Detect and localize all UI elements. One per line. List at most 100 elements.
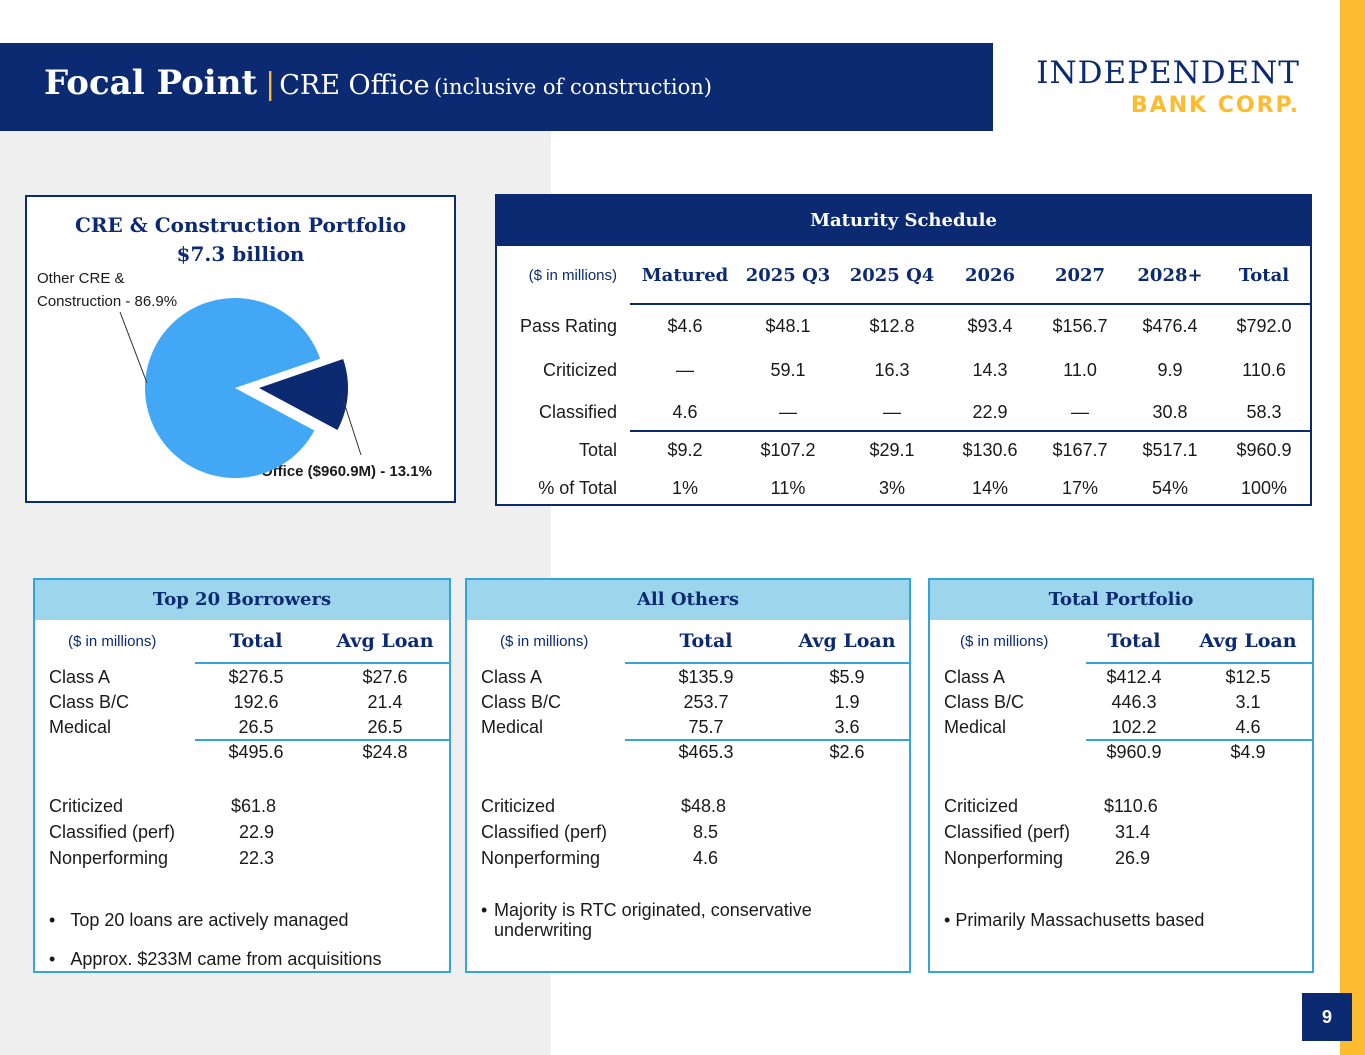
card-row-avg: 21.4 (367, 692, 403, 712)
card-col-avg: Avg Loan (798, 630, 896, 652)
maturity-col-header: 2025 Q4 (849, 265, 935, 286)
card-row-label: Class B/C (481, 692, 562, 712)
maturity-cell: 11.0 (1063, 360, 1097, 380)
maturity-row: Pass Rating $4.6 $48.1 $12.8 $93.4 $156.… (497, 308, 1310, 344)
card-row-total: $135.9 (678, 667, 734, 687)
maturity-header-divider (630, 303, 1312, 305)
card-row-avg: 26.5 (367, 717, 403, 737)
maturity-cell: 100% (1240, 478, 1288, 498)
card-risk-label: Nonperforming (49, 848, 169, 868)
maturity-cell: 59.1 (770, 360, 806, 380)
card-col-total: Total (1107, 630, 1161, 652)
card-row-avg: 1.9 (834, 692, 860, 712)
maturity-row-label: Total (578, 440, 617, 460)
maturity-cell: 4.6 (672, 402, 698, 422)
pie-leader-other (119, 311, 148, 384)
card-risk-label: Criticized (944, 796, 1019, 816)
card-header-divider (625, 662, 911, 664)
pie-chart (119, 298, 362, 479)
maturity-header-row: ($ in millions) Matured 2025 Q3 2025 Q4 … (497, 258, 1310, 294)
card-row-avg: $27.6 (362, 667, 408, 687)
card-sum-avg: $2.6 (829, 742, 865, 762)
bullet-dot: • (481, 900, 488, 920)
title-bold: Focal Point (44, 63, 258, 103)
maturity-col-header: 2028+ (1137, 265, 1203, 286)
card-row-total: 192.6 (233, 692, 279, 712)
maturity-schedule-table: Maturity Schedule ($ in millions) Mature… (495, 194, 1312, 506)
page-number: 9 (1302, 993, 1352, 1041)
card-col-avg: Avg Loan (336, 630, 434, 652)
card-title: All Others (467, 580, 909, 620)
maturity-cell: $167.7 (1052, 440, 1108, 460)
maturity-cell: $156.7 (1052, 316, 1108, 336)
maturity-cell: — (676, 360, 694, 380)
maturity-cell: $476.4 (1142, 316, 1198, 336)
card-row-avg: 3.6 (834, 717, 860, 737)
card-row-total: 446.3 (1111, 692, 1157, 712)
maturity-row-label: Criticized (542, 360, 617, 380)
card-risk-value: 4.6 (693, 848, 719, 868)
pie-label-office: Office ($960.9M) - 13.1% (261, 463, 432, 480)
card-risk-value: $61.8 (231, 796, 277, 816)
card-risk-value: $48.8 (681, 796, 727, 816)
maturity-cell: 11% (770, 478, 806, 498)
card-sum-total: $960.9 (1106, 742, 1162, 762)
maturity-row-label: % of Total (538, 478, 617, 498)
card-col-total: Total (229, 630, 283, 652)
card-sum-divider (625, 739, 911, 741)
card-row-label: Class A (481, 667, 543, 687)
card-bullet-text: Top 20 loans are actively managed (70, 910, 349, 930)
card-row-avg: 4.6 (1235, 717, 1261, 737)
card-title: Total Portfolio (930, 580, 1312, 620)
pie-title-line2: $7.3 billion (176, 242, 305, 266)
card-risk-value: 26.9 (1115, 848, 1151, 868)
maturity-row: % of Total 1% 11% 3% 14% 17% 54% 100% (497, 470, 1310, 506)
card-header-divider (195, 662, 451, 664)
card-row-label: Class B/C (944, 692, 1025, 712)
card-bullet: • Top 20 loans are actively managed (49, 910, 349, 930)
card-bullet-text: Majority is RTC originated, conservative… (494, 900, 812, 940)
card-row-total: 253.7 (683, 692, 729, 712)
maturity-cell: $107.2 (760, 440, 816, 460)
card-sum-total: $465.3 (678, 742, 734, 762)
card-row-label: Medical (49, 717, 112, 737)
maturity-col-header: 2025 Q3 (745, 265, 831, 286)
maturity-cell: $29.1 (869, 440, 915, 460)
card-sum-avg: $24.8 (362, 742, 408, 762)
card-row-avg: $12.5 (1225, 667, 1271, 687)
card-row-total: 102.2 (1111, 717, 1157, 737)
maturity-cell: 9.9 (1157, 360, 1183, 380)
pie-slice-other (145, 298, 321, 479)
card-bullet: • Primarily Massachusetts based (944, 910, 1205, 930)
card-row-total: $412.4 (1106, 667, 1162, 687)
maturity-cell: 110.6 (1242, 360, 1286, 380)
maturity-cell: 14.3 (972, 360, 1008, 380)
card-risk-value: 22.9 (239, 822, 275, 842)
maturity-col-header: Matured (641, 265, 729, 286)
pie-label-other-line1: Other CRE & (37, 270, 125, 287)
page-title: Focal Point | CRE Office (inclusive of con… (44, 63, 712, 103)
maturity-col-header: 2026 (964, 265, 1016, 286)
card-col-avg: Avg Loan (1199, 630, 1297, 652)
logo-line2: BANK CORP. (1130, 93, 1300, 118)
maturity-cell: — (883, 402, 901, 422)
maturity-row-label: Pass Rating (519, 316, 617, 336)
portfolio-pie-panel: CRE & Construction Portfolio $7.3 billio… (25, 195, 456, 503)
title-parenthetical: (inclusive of construction) (434, 75, 713, 99)
maturity-cell: 30.8 (1152, 402, 1188, 422)
maturity-cell: 14% (971, 478, 1009, 498)
maturity-cell: 58.3 (1246, 402, 1282, 422)
card-risk-label: Criticized (481, 796, 556, 816)
title-separator: | (265, 67, 276, 102)
card-sum-divider (195, 739, 451, 741)
maturity-cell: $9.2 (667, 440, 703, 460)
maturity-cell: $48.1 (765, 316, 811, 336)
card-header-divider (1086, 662, 1314, 664)
company-logo: INDEPENDENT BANK CORP. (1030, 55, 1300, 125)
card-row-label: Class A (49, 667, 111, 687)
pie-label-other: Other CRE & Construction - 86.9% (37, 267, 177, 313)
maturity-cell: 22.9 (972, 402, 1008, 422)
maturity-cell: 3% (878, 478, 905, 498)
maturity-cell: 54% (1151, 478, 1189, 498)
pie-leader-office (340, 392, 362, 456)
